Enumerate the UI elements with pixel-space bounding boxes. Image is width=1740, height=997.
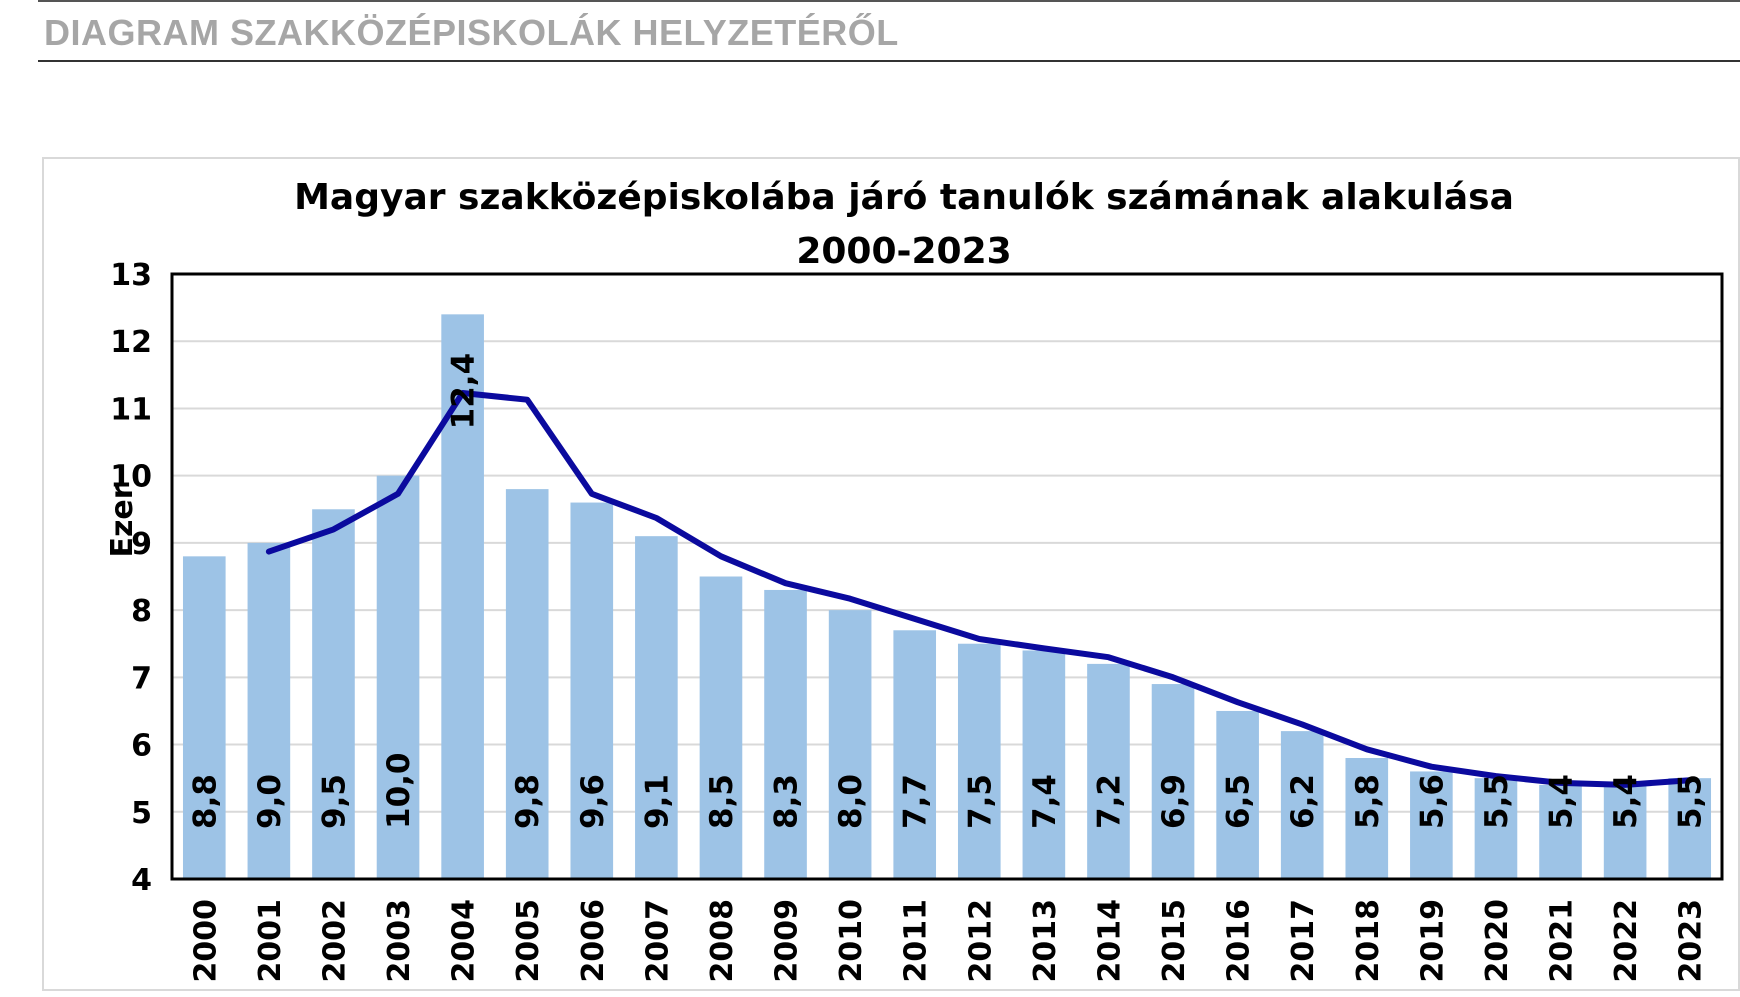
bar-value-label: 8,3 [769,774,805,829]
bar [1087,663,1130,879]
trend-line-layer [265,390,1693,788]
bar-value-label: 10,0 [381,753,417,830]
bar-value-label: 7,5 [962,774,998,829]
bar [1216,710,1259,879]
bar [893,630,937,879]
bar-value-label: 5,8 [1350,774,1386,829]
y-tick-label: 7 [131,661,152,696]
bar-value-label: 8,0 [833,774,869,829]
bar [376,475,420,879]
y-tick-label: 4 [131,863,152,898]
y-tick-label: 10 [110,460,152,495]
bar-value-label: 6,2 [1285,774,1321,829]
y-tick-label: 9 [131,527,152,562]
bar [441,314,484,879]
bar [1603,784,1647,879]
bar [247,542,291,879]
x-tick-label: 2020 [1480,899,1515,983]
x-tick-label: 2001 [253,899,288,983]
x-tick-label: 2014 [1092,899,1127,983]
x-tick-label: 2008 [705,899,740,983]
page-header-title: DIAGRAM SZAKKÖZÉPISKOLÁK HELYZETÉRŐL [44,12,899,53]
bar-value-label: 9,5 [316,774,352,829]
bar [957,643,1001,879]
bar [570,502,614,879]
x-tick-label: 2022 [1609,899,1644,983]
x-tick-label: 2011 [899,899,934,983]
y-tick-label: 12 [110,325,152,360]
bar [1022,650,1066,879]
bar [182,556,226,879]
bar-value-label: 6,5 [1221,774,1257,829]
bar [1280,731,1324,879]
bar-value-label: 5,4 [1544,774,1580,829]
bar [828,610,872,879]
bar [764,589,807,879]
bar [1668,778,1712,879]
x-tick-label: 2021 [1545,899,1580,983]
x-tick-label: 2017 [1286,899,1321,983]
x-tick-label: 2002 [317,899,352,983]
bar-value-label: 6,9 [1156,774,1192,829]
chart-title-line2: 2000-2023 [796,231,1011,272]
y-axis-label: Ezer [105,484,140,557]
bar-value-label: 7,7 [898,774,934,829]
x-tick-label: 2007 [640,899,675,983]
bar-value-label: 5,6 [1414,774,1450,829]
bar [1539,784,1582,879]
page-header: DIAGRAM SZAKKÖZÉPISKOLÁK HELYZETÉRŐL [38,0,1740,62]
bar [1474,778,1518,879]
y-tick-label: 5 [131,796,152,831]
bar-value-label: 5,4 [1608,774,1644,829]
bar-value-label: 8,8 [187,774,223,829]
chart-frame: Magyar szakközépiskolába járó tanulók sz… [42,157,1740,991]
bars [182,314,1712,879]
bar-value-label: 9,6 [575,774,611,829]
x-tick-label: 2005 [511,899,546,983]
x-tick-label: 2003 [382,899,417,983]
x-tick-label: 2018 [1351,899,1386,983]
x-tick-label: 2004 [447,899,482,983]
trend-line [265,390,1693,788]
y-tick-label: 11 [110,392,152,427]
x-tick-label: 2023 [1674,899,1709,983]
bar-value-label: 9,0 [252,774,288,829]
bar-value-label: 5,5 [1673,774,1709,829]
plot-border [170,272,1724,881]
bar-value-label: 7,2 [1091,774,1127,829]
x-tick-label: 2016 [1222,899,1257,983]
y-tick-label: 8 [131,594,152,629]
x-tick-label: 2000 [188,899,223,983]
bar-value-label: 8,5 [704,774,740,829]
x-tick-label: 2019 [1415,899,1450,983]
bar-value-label: 7,4 [1027,774,1063,829]
bar [1151,684,1195,879]
chart: Magyar szakközépiskolába járó tanulók sz… [105,177,1724,983]
chart-title-line1: Magyar szakközépiskolába járó tanulók sz… [294,177,1514,218]
bar-value-label: 12,4 [446,353,482,430]
x-tick-label: 2010 [834,899,869,983]
bar [699,576,743,879]
y-tick-label: 6 [131,729,152,764]
bar [1410,771,1453,879]
x-tick-label: 2013 [1028,899,1063,983]
x-tick-label: 2006 [576,899,611,983]
bar [1345,758,1389,879]
bar [635,536,678,879]
bar [312,509,355,879]
bar-value-label: 5,5 [1479,774,1515,829]
bar-value-label: 9,1 [639,774,675,829]
x-tick-label: 2015 [1157,899,1192,983]
y-tick-label: 13 [110,258,152,293]
x-tick-label: 2012 [963,899,998,983]
x-tick-label: 2009 [770,899,805,983]
bar-value-label: 9,8 [510,774,546,829]
bar-value-labels: 8,8 9,0 9,5 10,0 12,4 9,8 9,6 9,1 8,5 8,3 8,0 7,7 7,… [187,353,1708,829]
axes: 4 5 6 7 8 9 10 11 12 13 2000 2001 2002 2003 2004 2005 20… [110,258,1724,983]
bar [505,489,549,879]
